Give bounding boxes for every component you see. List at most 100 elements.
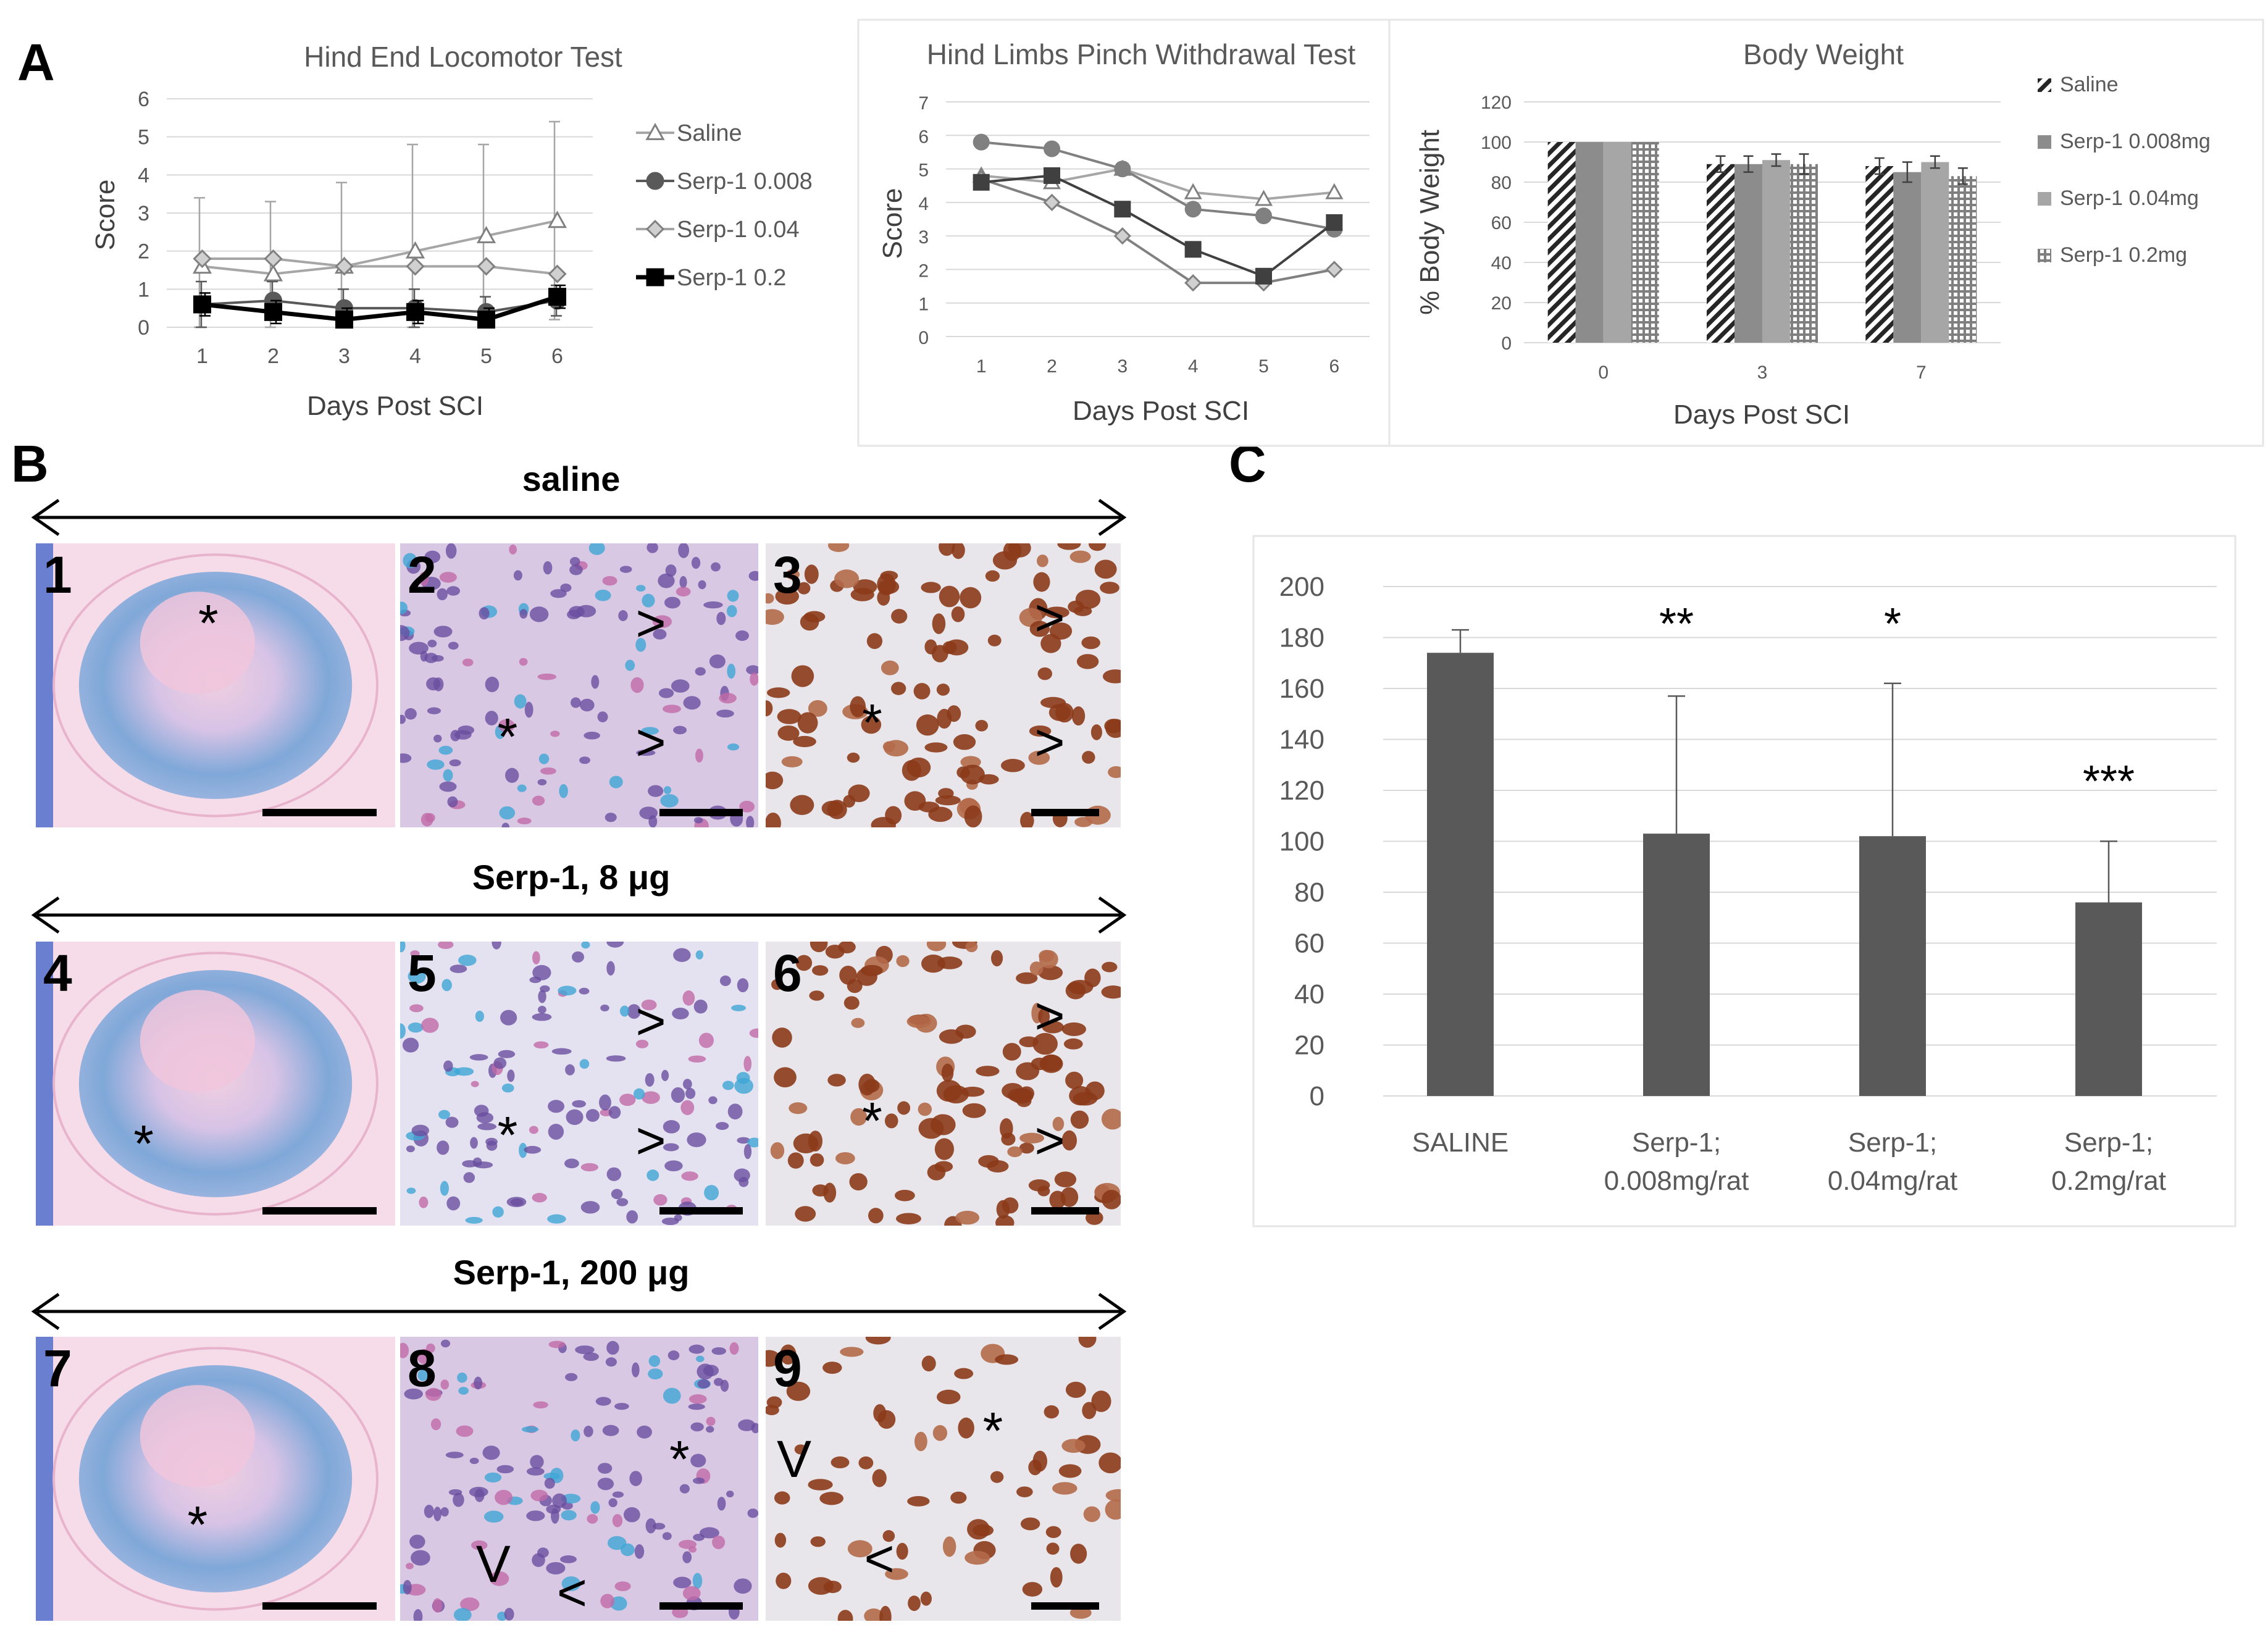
stained-cell bbox=[943, 1085, 969, 1104]
cell bbox=[543, 561, 553, 575]
cell bbox=[579, 987, 590, 995]
bar bbox=[1921, 162, 1949, 343]
y-tick-label: 20 bbox=[1491, 293, 1512, 314]
cell bbox=[727, 1103, 743, 1120]
cell bbox=[540, 767, 556, 775]
cell bbox=[517, 784, 527, 792]
cell bbox=[673, 1576, 692, 1589]
legend-swatch bbox=[2038, 249, 2051, 262]
x-tick-label: 4 bbox=[409, 345, 421, 368]
stained-cell bbox=[913, 683, 931, 700]
y-tick-label: 200 bbox=[1279, 572, 1324, 602]
cell bbox=[408, 969, 426, 984]
series-line bbox=[981, 141, 1335, 231]
cell bbox=[629, 1471, 642, 1486]
series-line bbox=[202, 257, 558, 275]
x-tick-label: 3 bbox=[338, 345, 350, 368]
stained-cell bbox=[1102, 961, 1118, 972]
cell bbox=[611, 1189, 623, 1200]
stained-cell bbox=[774, 1533, 787, 1548]
x-tick-label: 5 bbox=[1258, 356, 1269, 377]
data-point bbox=[193, 249, 212, 269]
stained-cell bbox=[1069, 1607, 1092, 1619]
stained-cell bbox=[921, 1355, 936, 1372]
stained-cell bbox=[1057, 543, 1081, 550]
cell bbox=[619, 1093, 636, 1106]
cell bbox=[475, 1010, 484, 1022]
cell bbox=[462, 658, 474, 667]
cell bbox=[704, 1185, 719, 1201]
cell bbox=[532, 1193, 547, 1203]
stained-cell bbox=[955, 1024, 976, 1039]
cell bbox=[673, 726, 687, 735]
cell bbox=[552, 1493, 567, 1508]
legend-item: Serp-1 0.04 bbox=[636, 217, 800, 243]
cell bbox=[443, 1060, 453, 1072]
stained-cell bbox=[864, 1608, 884, 1621]
stained-cell bbox=[916, 714, 939, 736]
dura-outline bbox=[52, 553, 379, 818]
y-tick-label: 2 bbox=[918, 261, 929, 281]
cell bbox=[600, 1005, 609, 1011]
cell bbox=[571, 1429, 580, 1442]
cell bbox=[681, 1171, 698, 1181]
cell bbox=[454, 730, 472, 740]
chart-body-weight: Body Weight Days Post SCI % Body Weight … bbox=[1415, 38, 2211, 430]
cell bbox=[739, 800, 755, 813]
stained-cell bbox=[1100, 582, 1119, 594]
cell bbox=[529, 606, 549, 622]
stained-cell bbox=[921, 582, 941, 593]
cell bbox=[513, 570, 522, 581]
arrow-head-left bbox=[31, 498, 60, 537]
cell bbox=[433, 625, 453, 638]
y-tick-label: 60 bbox=[1491, 213, 1512, 233]
cell bbox=[507, 1069, 515, 1082]
stained-cell bbox=[920, 1591, 932, 1606]
stained-cell bbox=[871, 817, 896, 827]
stained-cell bbox=[918, 1102, 932, 1116]
bar bbox=[1707, 164, 1734, 343]
stained-cell bbox=[766, 609, 784, 625]
data-point bbox=[1255, 267, 1272, 285]
stained-cell bbox=[904, 791, 926, 811]
cell bbox=[440, 1339, 451, 1348]
cell bbox=[538, 1005, 546, 1014]
legend-label: Serp-1 0.2mg bbox=[2060, 243, 2187, 267]
stained-cell bbox=[907, 1495, 930, 1507]
cell bbox=[605, 813, 617, 822]
cell bbox=[406, 1187, 416, 1194]
cell bbox=[600, 1594, 615, 1608]
cell bbox=[588, 543, 605, 555]
cell bbox=[699, 1527, 719, 1539]
cell bbox=[691, 556, 701, 569]
cell bbox=[620, 1543, 635, 1557]
cell bbox=[489, 1571, 509, 1586]
cell bbox=[479, 607, 490, 620]
cell bbox=[548, 1124, 564, 1140]
cell bbox=[695, 950, 704, 960]
y-tick-label: 3 bbox=[918, 227, 929, 248]
cell bbox=[665, 564, 677, 577]
cell bbox=[688, 1403, 705, 1410]
stained-cell bbox=[1049, 1190, 1066, 1210]
cell bbox=[623, 1507, 640, 1523]
cell bbox=[688, 1344, 705, 1354]
cell bbox=[746, 816, 755, 827]
cell bbox=[606, 942, 624, 948]
stained-cell bbox=[851, 1018, 865, 1028]
cell bbox=[676, 587, 691, 596]
cell bbox=[571, 697, 581, 708]
stained-cell bbox=[1054, 1171, 1077, 1187]
x-tick-label: Serp-1; 0.008mg/rat bbox=[1604, 1127, 1749, 1196]
stained-cell bbox=[793, 735, 816, 748]
cell bbox=[652, 615, 672, 629]
dura-outline bbox=[52, 1347, 379, 1611]
cell bbox=[751, 1423, 758, 1434]
data-point bbox=[264, 303, 282, 321]
micrograph-label: 1 bbox=[43, 546, 72, 604]
cell bbox=[526, 1510, 545, 1521]
cell bbox=[438, 745, 453, 755]
stained-cell bbox=[896, 955, 910, 968]
x-tick-line: 0.008mg/rat bbox=[1604, 1166, 1749, 1196]
